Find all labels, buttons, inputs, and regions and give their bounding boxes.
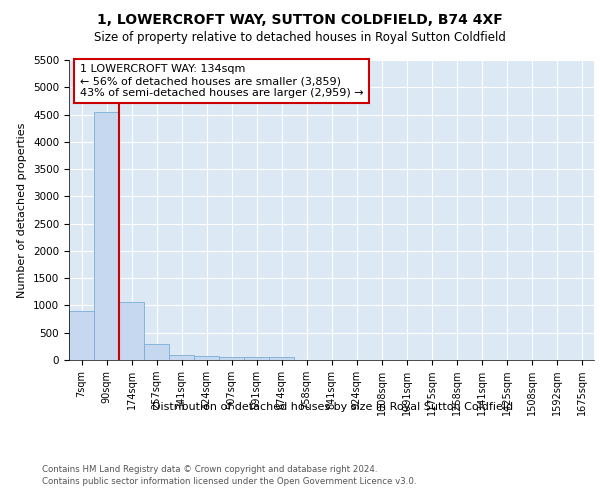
Bar (119, 302, 144, 360)
Text: 1, LOWERCROFT WAY, SUTTON COLDFIELD, B74 4XF: 1, LOWERCROFT WAY, SUTTON COLDFIELD, B74… (97, 12, 503, 26)
Bar (169, 355, 194, 360)
Bar (244, 357, 269, 360)
Bar (219, 357, 244, 360)
Bar (144, 344, 169, 360)
Text: Distribution of detached houses by size in Royal Sutton Coldfield: Distribution of detached houses by size … (152, 402, 514, 412)
Text: Size of property relative to detached houses in Royal Sutton Coldfield: Size of property relative to detached ho… (94, 31, 506, 44)
Bar (269, 357, 294, 360)
Bar (69, 311, 94, 360)
Text: Contains HM Land Registry data © Crown copyright and database right 2024.: Contains HM Land Registry data © Crown c… (42, 465, 377, 474)
Y-axis label: Number of detached properties: Number of detached properties (17, 122, 28, 298)
Bar (94, 112, 119, 360)
Bar (194, 356, 219, 360)
Text: 1 LOWERCROFT WAY: 134sqm
← 56% of detached houses are smaller (3,859)
43% of sem: 1 LOWERCROFT WAY: 134sqm ← 56% of detach… (79, 64, 363, 98)
Text: Contains public sector information licensed under the Open Government Licence v3: Contains public sector information licen… (42, 478, 416, 486)
